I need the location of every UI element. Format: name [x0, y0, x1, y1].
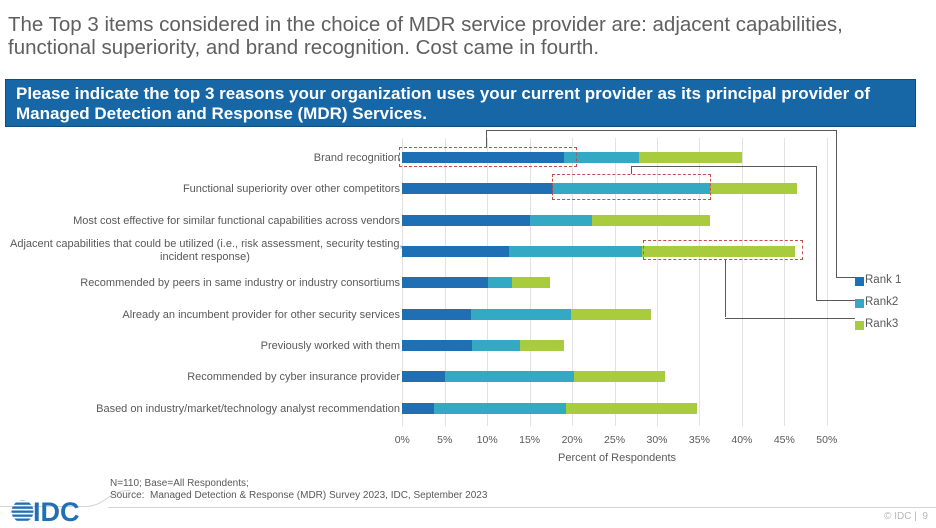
svg-text:IDC: IDC — [33, 497, 80, 527]
